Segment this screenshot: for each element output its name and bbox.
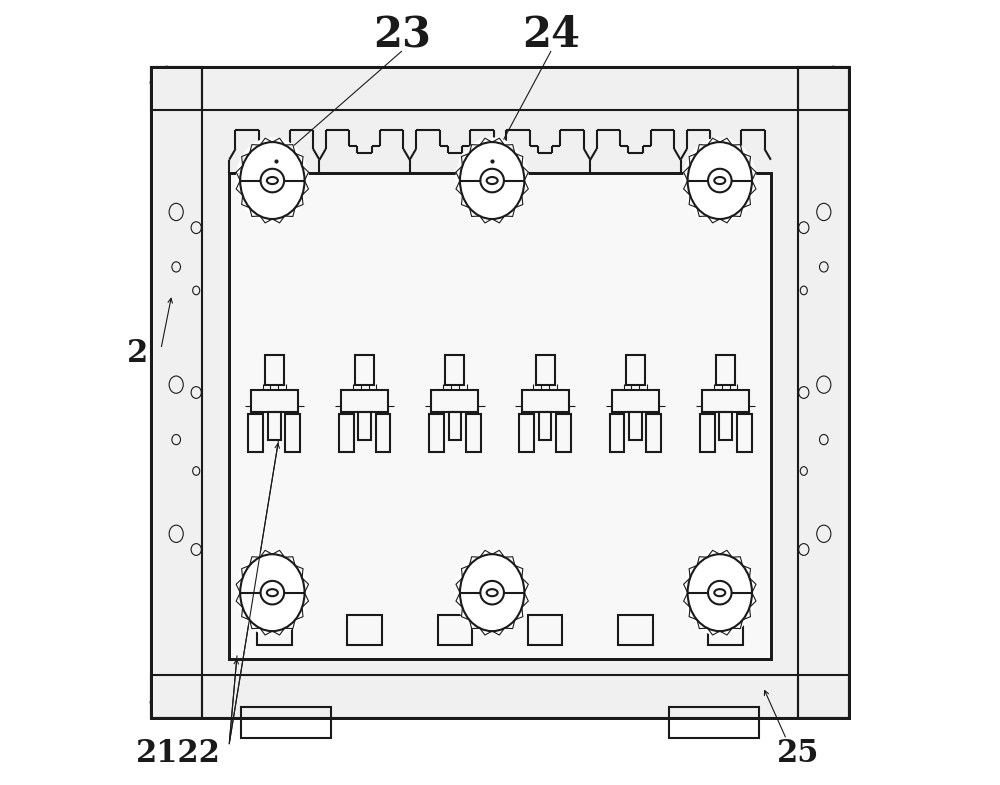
Bar — [626, 355, 645, 385]
Bar — [445, 355, 464, 385]
Bar — [700, 414, 715, 452]
Bar — [248, 414, 263, 452]
Ellipse shape — [235, 550, 309, 636]
Bar — [612, 390, 659, 412]
Text: 2: 2 — [127, 338, 148, 369]
Ellipse shape — [261, 169, 284, 192]
Bar — [229, 173, 771, 659]
Bar — [522, 390, 569, 412]
Bar — [429, 414, 444, 452]
Bar — [719, 412, 732, 440]
Bar — [702, 390, 749, 412]
Ellipse shape — [480, 581, 504, 604]
Bar — [151, 67, 849, 718]
Bar — [610, 414, 624, 452]
Ellipse shape — [708, 169, 732, 192]
Bar — [716, 355, 735, 385]
Bar — [669, 706, 759, 738]
Bar — [528, 615, 562, 645]
Ellipse shape — [235, 137, 309, 224]
Bar — [265, 355, 284, 385]
Bar — [151, 67, 202, 718]
Bar — [347, 615, 382, 645]
Ellipse shape — [683, 550, 757, 636]
Ellipse shape — [708, 581, 732, 604]
Bar — [536, 355, 555, 385]
Text: 25: 25 — [777, 738, 819, 769]
Ellipse shape — [683, 137, 757, 224]
Bar — [241, 706, 331, 738]
Bar — [257, 615, 292, 645]
Ellipse shape — [261, 581, 284, 604]
Bar — [629, 412, 642, 440]
Text: 24: 24 — [522, 14, 580, 57]
Ellipse shape — [455, 137, 529, 224]
Bar — [341, 390, 388, 412]
Bar — [251, 390, 298, 412]
Bar — [285, 414, 300, 452]
Bar — [737, 414, 752, 452]
Bar — [618, 615, 653, 645]
Bar — [355, 355, 374, 385]
Bar — [798, 67, 849, 718]
Bar — [466, 414, 481, 452]
Bar — [556, 414, 571, 452]
Bar — [268, 412, 281, 440]
Bar — [376, 414, 390, 452]
Text: 23: 23 — [373, 14, 431, 57]
Bar — [151, 67, 849, 110]
Bar — [539, 412, 551, 440]
Ellipse shape — [480, 169, 504, 192]
Bar — [151, 675, 849, 718]
Text: 2122: 2122 — [136, 738, 221, 769]
Bar — [339, 414, 354, 452]
Bar — [151, 67, 849, 718]
Ellipse shape — [455, 550, 529, 636]
Bar — [708, 615, 743, 645]
Bar — [358, 412, 371, 440]
Bar — [438, 615, 472, 645]
Bar — [646, 414, 661, 452]
Bar — [431, 390, 478, 412]
Bar — [229, 173, 771, 659]
Bar — [449, 412, 461, 440]
Bar — [519, 414, 534, 452]
